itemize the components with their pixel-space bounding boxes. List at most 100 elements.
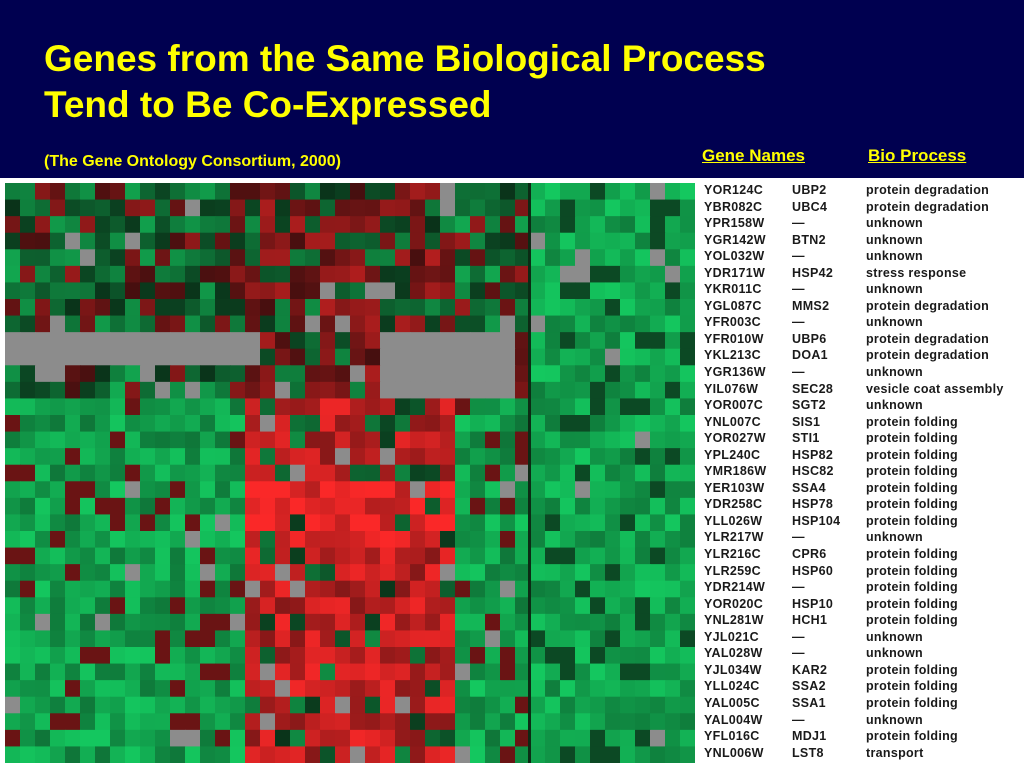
heatmap-cell [230, 481, 246, 499]
heatmap-cell [155, 613, 171, 632]
heatmap-cell [5, 564, 21, 582]
heatmap-cell [410, 315, 426, 333]
heatmap-cell [290, 547, 306, 565]
heatmap-cell [350, 232, 366, 250]
gene-orf: YOR124C [704, 183, 764, 197]
heatmap-cell [515, 613, 531, 632]
bio-process-link[interactable]: Bio Process [868, 146, 967, 165]
heatmap-cell [650, 531, 666, 549]
heatmap-cell [95, 713, 111, 731]
gene-row: YGL087C MMS2 protein degradation [704, 298, 1024, 315]
heatmap-cell [590, 680, 606, 698]
heatmap-cell [80, 497, 96, 516]
heatmap-cell [575, 729, 591, 748]
heatmap-cell [245, 332, 261, 350]
heatmap-cell [320, 398, 336, 416]
heatmap-cell [425, 332, 441, 350]
heatmap-cell [215, 398, 231, 416]
heatmap-cell [260, 729, 276, 748]
heatmap-cell [485, 497, 501, 516]
heatmap-cell [665, 647, 681, 665]
heatmap-cell [335, 332, 351, 350]
heatmap-cell [245, 580, 261, 598]
heatmap-cell [470, 580, 486, 598]
heatmap-cell [140, 696, 156, 714]
heatmap-cell [380, 514, 396, 532]
heatmap-cell [380, 431, 396, 449]
gene-names-link[interactable]: Gene Names [702, 146, 805, 165]
heatmap-cell [395, 381, 411, 400]
gene-orf: YAL004W [704, 712, 763, 727]
heatmap-cell [515, 481, 531, 499]
heatmap-cell [170, 729, 186, 748]
heatmap-cell [530, 564, 546, 582]
heatmap-cell [605, 398, 621, 416]
heatmap-cell [365, 381, 381, 400]
heatmap-cell [230, 663, 246, 681]
heatmap-cell [575, 713, 591, 731]
heatmap-cell [290, 746, 306, 763]
heatmap-cell [275, 613, 291, 632]
heatmap-cell [440, 547, 456, 565]
heatmap-cell [200, 232, 216, 250]
heatmap-cell [590, 630, 606, 648]
heatmap-cell [155, 348, 171, 366]
heatmap-cell [410, 514, 426, 532]
heatmap-cell [335, 365, 351, 383]
heatmap-cell [50, 348, 66, 366]
heatmap-cell [200, 183, 216, 201]
heatmap-cell [185, 564, 201, 582]
gene-name: — [792, 712, 805, 727]
heatmap-cell [560, 315, 576, 333]
heatmap-cell [140, 348, 156, 366]
heatmap-cell [125, 647, 141, 665]
heatmap-cell [425, 431, 441, 449]
heatmap-cell [635, 514, 651, 532]
heatmap-cell [425, 216, 441, 234]
heatmap-cell [365, 265, 381, 284]
gene-name: — [792, 580, 805, 595]
heatmap-cell [515, 332, 531, 350]
heatmap-cell [155, 415, 171, 433]
heatmap-cell [275, 199, 291, 217]
heatmap-cell [440, 216, 456, 234]
heatmap-cell [125, 199, 141, 217]
heatmap-cell [335, 199, 351, 217]
heatmap-cell [560, 613, 576, 632]
heatmap-cell [440, 365, 456, 383]
heatmap-cell [290, 514, 306, 532]
gene-process: stress response [866, 265, 967, 280]
heatmap-cell [515, 597, 531, 615]
heatmap-cell [395, 597, 411, 615]
heatmap-cell [50, 564, 66, 582]
heatmap-cell [215, 265, 231, 284]
heatmap-cell [380, 183, 396, 201]
heatmap-cell [620, 232, 636, 250]
heatmap-cell [20, 597, 36, 615]
heatmap-cell [5, 398, 21, 416]
heatmap-cell [620, 381, 636, 400]
gene-process: unknown [866, 216, 923, 231]
heatmap-cell [215, 680, 231, 698]
heatmap-cell [635, 282, 651, 300]
heatmap-cell [470, 680, 486, 698]
heatmap-cell [665, 398, 681, 416]
heatmap-cell [245, 531, 261, 549]
heatmap-cell [605, 431, 621, 449]
heatmap-cell [680, 299, 695, 317]
heatmap-cell [155, 265, 171, 284]
heatmap-cell [395, 232, 411, 250]
heatmap-cell [20, 746, 36, 763]
heatmap-cell [170, 580, 186, 598]
heatmap-cell [320, 315, 336, 333]
heatmap-cell [65, 199, 81, 217]
gene-name: SEC28 [792, 381, 834, 396]
heatmap-cell [620, 497, 636, 516]
heatmap-cell [230, 497, 246, 516]
heatmap-cell [410, 613, 426, 632]
heatmap-cell [620, 299, 636, 317]
heatmap-cell [470, 348, 486, 366]
heatmap-cell [440, 183, 456, 201]
heatmap-cell [500, 332, 516, 350]
heatmap-cell [80, 282, 96, 300]
